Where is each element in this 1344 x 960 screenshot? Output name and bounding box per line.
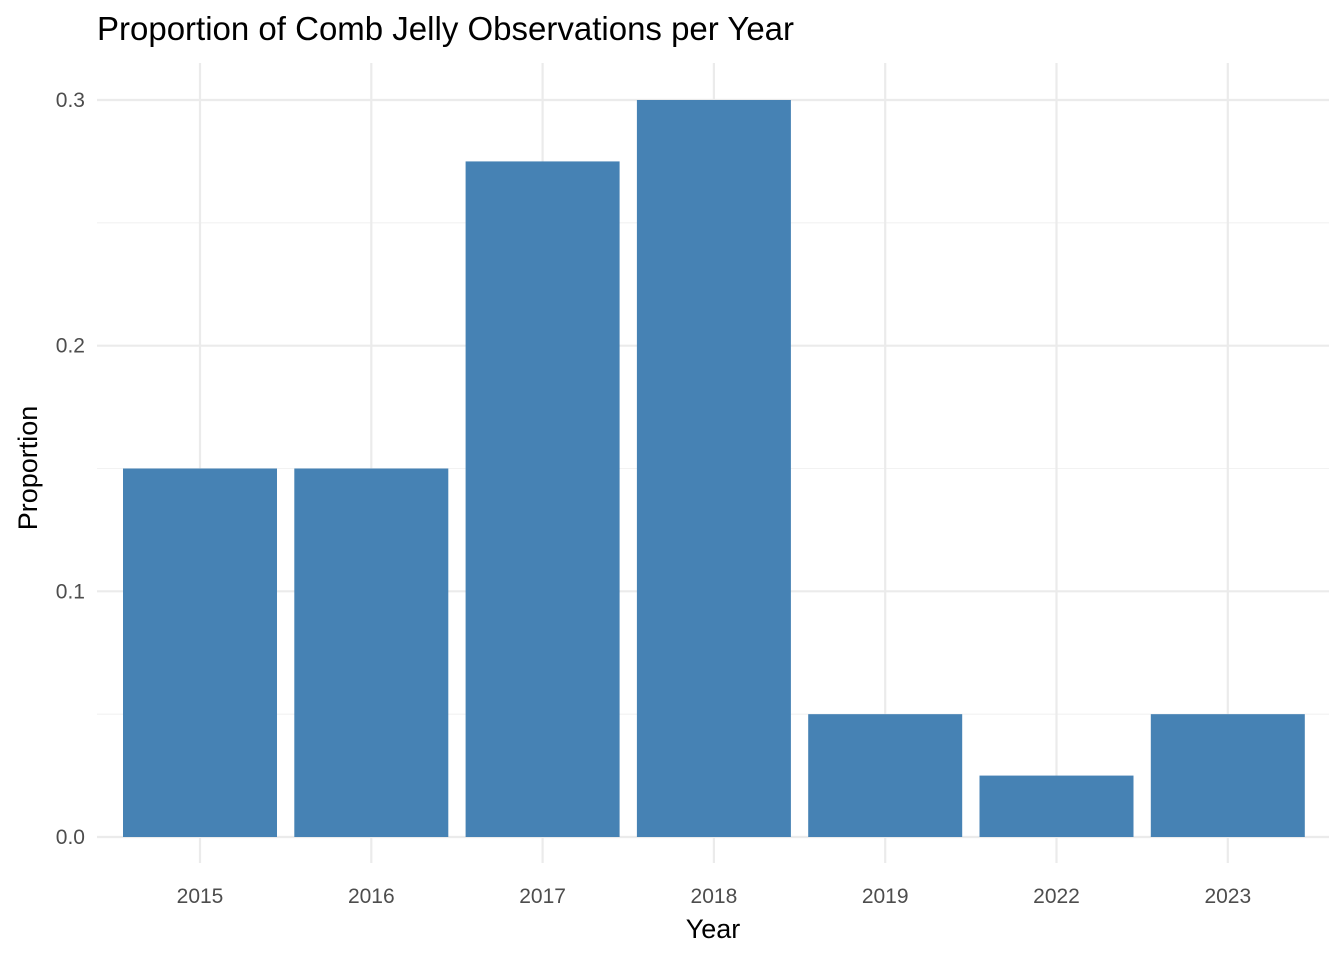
x-tick-label: 2022 — [1033, 885, 1080, 908]
y-tick-label: 0.1 — [56, 580, 85, 603]
bar-2017 — [465, 161, 620, 837]
bar-2022 — [979, 775, 1134, 837]
y-axis-title: Proportion — [13, 406, 43, 531]
bars — [123, 100, 1305, 837]
bar-2023 — [1150, 714, 1305, 837]
x-tick-label: 2023 — [1204, 885, 1251, 908]
y-tick-label: 0.2 — [56, 335, 85, 358]
bar-2016 — [294, 468, 449, 837]
x-axis-title: Year — [686, 914, 741, 944]
x-tick-label: 2015 — [177, 885, 224, 908]
chart-title: Proportion of Comb Jelly Observations pe… — [97, 10, 794, 47]
x-tick-label: 2018 — [691, 885, 738, 908]
x-tick-label: 2016 — [348, 885, 395, 908]
y-tick-label: 0.0 — [56, 826, 85, 849]
x-axis-ticks: 2015 2016 2017 2018 2019 2022 2023 — [177, 885, 1252, 908]
bar-2015 — [123, 468, 277, 837]
x-tick-label: 2019 — [862, 885, 909, 908]
y-tick-label: 0.3 — [56, 89, 85, 112]
x-tick-label: 2017 — [519, 885, 566, 908]
bar-2018 — [636, 100, 791, 837]
bar-2019 — [808, 714, 963, 837]
y-axis-ticks: 0.0 0.1 0.2 0.3 — [56, 89, 85, 849]
